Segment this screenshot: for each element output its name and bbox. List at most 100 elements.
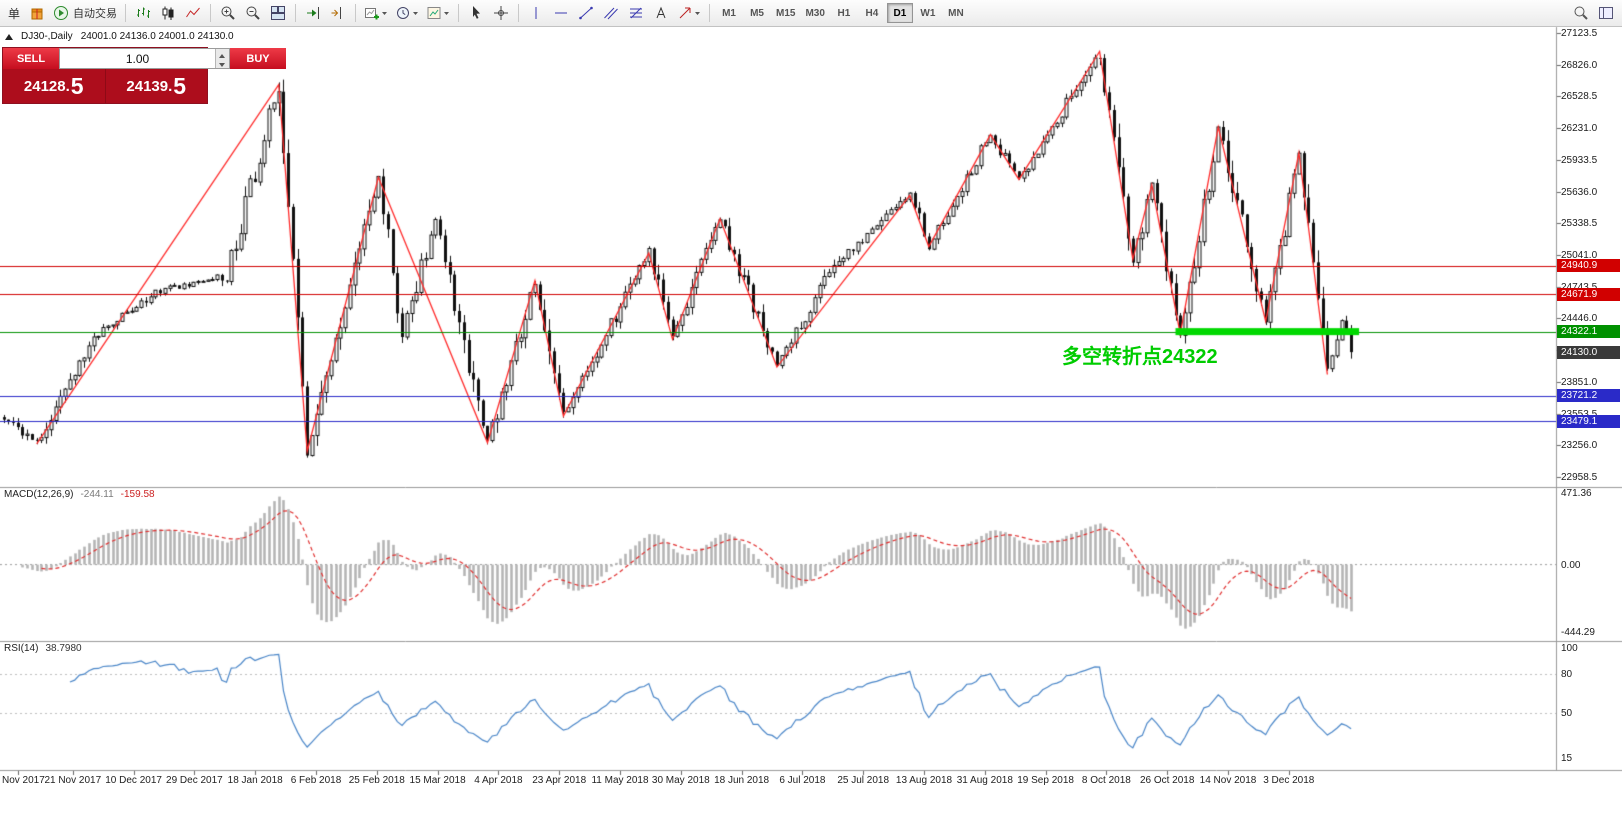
bar-chart-button[interactable] — [131, 2, 155, 24]
rsi-axis-label: 100 — [1561, 643, 1578, 654]
vertical-line-button[interactable] — [524, 2, 548, 24]
time-axis-label: 25 Feb 2018 — [348, 775, 405, 786]
periods-button[interactable] — [392, 2, 422, 24]
zoom-in-icon — [221, 6, 235, 20]
arrows-button[interactable] — [674, 2, 704, 24]
gift-button[interactable] — [25, 2, 49, 24]
toolbar-separator — [709, 4, 711, 22]
tile-windows-icon — [271, 6, 286, 20]
price-axis-label: 26826.0 — [1561, 59, 1598, 71]
horizontal-line-button[interactable] — [549, 2, 573, 24]
zoom-in-button[interactable] — [216, 2, 240, 24]
zoom-out-icon — [246, 6, 260, 20]
timeframe-m15-button[interactable]: M15 — [772, 3, 799, 23]
candlestick-chart-button[interactable] — [156, 2, 180, 24]
time-axis-label: 13 Aug 2018 — [895, 775, 953, 786]
sell-price-big-digit: 5 — [70, 72, 84, 99]
cursor-button[interactable] — [464, 2, 488, 24]
search-button[interactable] — [1569, 2, 1593, 24]
timeframe-m30-button[interactable]: M30 — [801, 3, 828, 23]
timeframe-h4-button[interactable]: H4 — [859, 3, 885, 23]
price-axis-label: 25338.5 — [1561, 218, 1598, 230]
time-axis-label: 19 Sep 2018 — [1017, 775, 1074, 786]
price-axis-label: 23553.5 — [1561, 409, 1597, 420]
order-menu-label[interactable]: 单 — [8, 6, 21, 21]
trendline-button[interactable] — [574, 2, 598, 24]
time-axis-label: 4 Apr 2018 — [474, 775, 523, 786]
tile-windows-button[interactable] — [266, 2, 290, 24]
sell-price[interactable]: 24128. 5 — [3, 69, 105, 103]
price-axis-label: 26528.5 — [1561, 91, 1598, 103]
timeframe-mn-button[interactable]: MN — [943, 3, 969, 23]
price-level-badge: 24940.9 — [1557, 259, 1620, 273]
dropdown-caret-icon — [413, 12, 419, 15]
time-axis-label: 23 Apr 2018 — [532, 775, 587, 786]
rsi-name: RSI(14) — [4, 643, 39, 654]
sell-button[interactable]: SELL — [3, 48, 59, 69]
rsi-value: 38.7980 — [45, 643, 82, 654]
fibonacci-button[interactable] — [624, 2, 648, 24]
templates-button[interactable] — [423, 2, 453, 24]
timeframe-h1-button[interactable]: H1 — [831, 3, 857, 23]
macd-name: MACD(12,26,9) — [4, 489, 74, 500]
time-axis-label: Nov 2017 — [2, 775, 45, 786]
lot-size-input[interactable] — [60, 49, 215, 68]
fibonacci-icon — [630, 7, 643, 19]
autotrading-label: 自动交易 — [73, 8, 118, 20]
auto-scroll-button[interactable] — [301, 2, 325, 24]
vertical-line-icon — [535, 7, 537, 19]
channel-button[interactable] — [599, 2, 623, 24]
lot-decrease-button[interactable] — [216, 58, 229, 68]
price-axis-label: 26231.0 — [1561, 123, 1598, 135]
time-axis-label: 25 Jul 2018 — [837, 775, 890, 786]
price-axis-label: 25933.5 — [1561, 154, 1598, 166]
chart-shift-button[interactable] — [326, 2, 350, 24]
lot-size-box — [59, 48, 230, 69]
macd-axis-label: 471.36 — [1561, 488, 1592, 499]
time-axis-label: 10 Dec 2017 — [105, 775, 162, 786]
price-divider — [104, 69, 106, 103]
buy-button[interactable]: BUY — [230, 48, 286, 69]
price-level-badge: 23479.1 — [1557, 414, 1620, 428]
line-chart-button[interactable] — [181, 2, 205, 24]
new-chart-button[interactable] — [361, 2, 391, 24]
timeframe-d1-button[interactable]: D1 — [886, 3, 913, 24]
chart-ohlc-values: 24001.0 24136.0 24001.0 24130.0 — [80, 31, 234, 42]
autotrading-button[interactable]: 自动交易 — [50, 2, 120, 24]
time-axis-label: 15 Mar 2018 — [409, 775, 466, 786]
new-chart-icon — [365, 8, 380, 20]
price-level-badge: 24130.0 — [1557, 345, 1620, 359]
rsi-axis-label: 50 — [1561, 707, 1573, 719]
timeframe-m1-button[interactable]: M1 — [716, 3, 742, 23]
window-layout-button[interactable] — [1594, 2, 1618, 24]
horizontal-line-icon — [555, 12, 568, 14]
lot-spinner — [215, 49, 229, 68]
dropdown-caret-icon — [382, 12, 388, 15]
cursor-icon — [473, 6, 481, 19]
timeframe-m5-button[interactable]: M5 — [744, 3, 770, 23]
toolbar-separator — [295, 4, 297, 22]
rsi-indicator-label: RSI(14) 38.7980 — [4, 643, 82, 654]
crosshair-icon — [494, 6, 509, 20]
lot-increase-button[interactable] — [216, 49, 229, 59]
text-tool-button[interactable] — [649, 2, 673, 24]
autotrading-icon — [54, 6, 69, 20]
candlestick-chart-icon — [162, 6, 174, 20]
time-axis-label: 3 Dec 2018 — [1263, 775, 1315, 786]
price-axis-label: 24446.0 — [1561, 313, 1598, 325]
one-click-toggle-icon[interactable] — [5, 33, 13, 40]
search-icon — [1574, 6, 1588, 20]
channel-icon — [604, 7, 618, 20]
price-chart-canvas[interactable] — [0, 0, 1622, 790]
symbol-info-bar: DJ30-,Daily 24001.0 24136.0 24001.0 2413… — [5, 31, 234, 42]
time-axis-label: 6 Jul 2018 — [779, 775, 826, 786]
timeframe-w1-button[interactable]: W1 — [915, 3, 941, 23]
zoom-out-button[interactable] — [241, 2, 265, 24]
main-toolbar: 单 自动交易 — [0, 0, 1622, 27]
crosshair-button[interactable] — [489, 2, 513, 24]
toolbar-separator — [458, 4, 460, 22]
price-axis-label: 25041.0 — [1561, 249, 1598, 261]
buy-price[interactable]: 24139. 5 — [106, 69, 208, 103]
time-axis-label: 8 Oct 2018 — [1081, 775, 1131, 786]
